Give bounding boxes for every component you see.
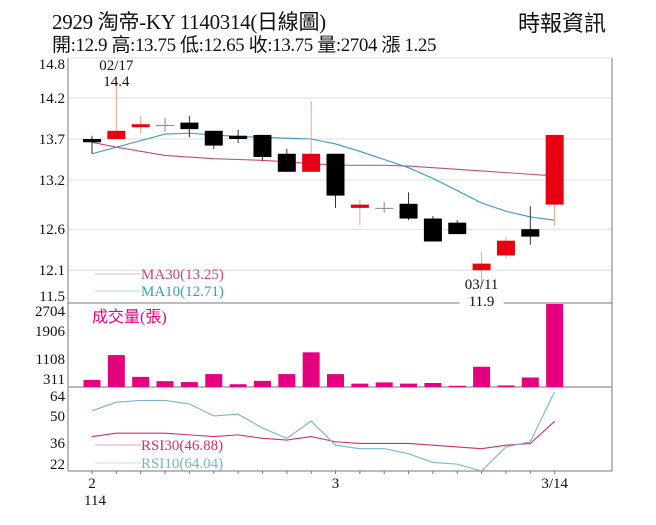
x-tick-label: 3: [332, 476, 340, 492]
rsi-tick-label: 22: [50, 457, 65, 473]
legend-rsi30: RSI30(46.88): [141, 438, 223, 454]
legend-ma10: MA10(12.71): [141, 284, 224, 300]
candle-up: [472, 263, 491, 271]
volume-bar: [253, 380, 271, 387]
ma10-line: [91, 132, 555, 221]
legend-ma30: MA30(13.25): [141, 267, 224, 283]
price-summary: 開:12.9 高:13.75 低:12.65 收:13.75 量:2704 漲 …: [52, 35, 437, 56]
volume-bar: [400, 383, 418, 387]
volume-bar: [521, 377, 539, 387]
candle-down: [448, 222, 467, 235]
y-tick-label: 12.6: [39, 222, 66, 238]
ma30-line: [91, 141, 555, 177]
volume-bar: [327, 374, 344, 387]
candle-up: [302, 153, 321, 172]
candle-up: [107, 130, 126, 139]
y-tick-label: 11.5: [39, 289, 65, 305]
rsi-tick-label: 36: [50, 436, 66, 452]
candle-up: [545, 134, 564, 205]
volume-tick-label: 311: [43, 372, 65, 388]
high-date-label: 02/17: [99, 58, 134, 74]
candle-down: [229, 135, 248, 139]
volume-bar: [132, 376, 150, 387]
candle-down: [277, 153, 296, 172]
volume-bar: [351, 383, 369, 387]
high-value-label: 14.4: [103, 74, 130, 90]
x-tick-label: 2: [88, 476, 96, 492]
volume-bar: [107, 355, 125, 387]
volume-bar: [278, 374, 296, 387]
volume-bar: [375, 382, 393, 387]
candle-down: [204, 130, 223, 146]
volume-bar: [205, 374, 223, 387]
volume-bar: [229, 384, 247, 387]
volume-bar: [83, 379, 101, 387]
candle-down: [521, 229, 540, 237]
y-tick-label: 13.2: [39, 173, 65, 189]
label-bg: [459, 295, 504, 308]
candle-down: [253, 134, 272, 158]
x-tick-label: 3/14: [541, 476, 568, 492]
y-tick-label: 13.7: [39, 132, 66, 148]
candle-down: [180, 122, 199, 130]
volume-bar: [302, 352, 320, 387]
rsi-tick-label: 50: [50, 409, 65, 425]
y-tick-label: 14.2: [39, 91, 65, 107]
y-tick-label: 12.1: [39, 263, 65, 279]
volume-bar: [180, 382, 198, 387]
volume-bar: [473, 366, 491, 387]
candle-up: [350, 204, 369, 208]
volume-tick-label: 1108: [36, 352, 65, 368]
rsi10-line: [91, 391, 556, 472]
candle-down: [375, 207, 394, 209]
low-date-label: 03/11: [465, 277, 499, 293]
volume-bar: [497, 385, 515, 387]
candle-down: [399, 203, 418, 219]
volume-tick-label: 2704: [35, 304, 66, 320]
candle-down: [423, 218, 442, 242]
candle-up: [131, 124, 150, 128]
volume-bar: [424, 383, 442, 387]
rsi30-line: [91, 420, 556, 450]
brand-logo: 時報資訊: [517, 11, 606, 36]
y-tick-label: 14.8: [39, 57, 65, 73]
volume-bar: [156, 381, 174, 387]
volume-title: 成交量(張): [92, 308, 167, 326]
low-value-label: 11.9: [469, 294, 495, 310]
candle-down: [83, 139, 101, 143]
candle-up: [496, 240, 515, 256]
x-year-label: 114: [84, 493, 106, 509]
volume-bar: [546, 304, 564, 387]
candle-down: [156, 125, 175, 127]
volume-bar: [448, 385, 466, 387]
candle-down: [326, 153, 345, 196]
legend-rsi10: RSI10(64.04): [141, 456, 223, 472]
chart-title: 2929 淘帝-KY 1140314(日線圖): [52, 10, 326, 34]
volume-tick-label: 1906: [35, 324, 66, 340]
rsi-tick-label: 64: [50, 389, 66, 405]
